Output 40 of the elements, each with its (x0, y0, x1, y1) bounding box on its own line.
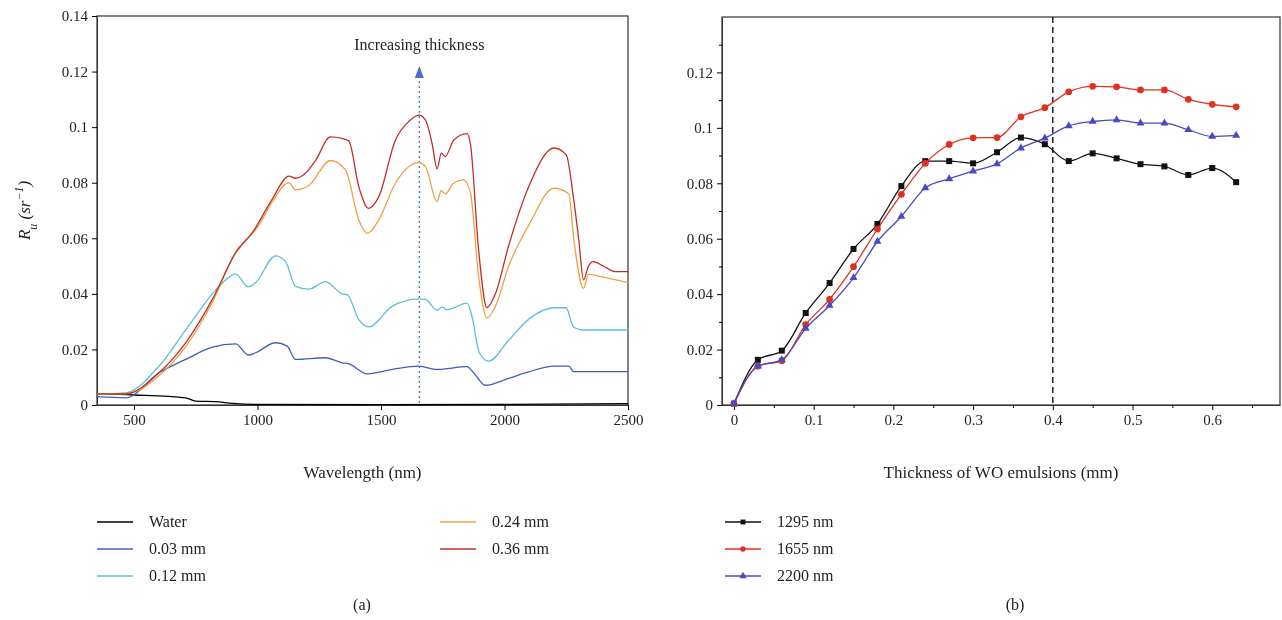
x-tick-label: 0.1 (804, 411, 824, 428)
legend-label: 0.12 mm (149, 567, 207, 584)
ref-line-label: Increasing thickness (354, 36, 485, 54)
x-tick-label: 1500 (366, 411, 397, 428)
x-axis-title: Wavelength (nm) (303, 463, 422, 482)
y-tick-label: 0.14 (61, 8, 89, 25)
legend-label: 1295 nm (777, 513, 834, 530)
legend-label: 0.36 mm (492, 540, 550, 557)
y-tick-label: 0.02 (686, 341, 713, 358)
y-tick-label: 0.04 (686, 286, 714, 303)
x-tick-label: 2500 (613, 411, 644, 428)
x-tick-label: 0.6 (1203, 411, 1223, 428)
y-tick-label: 0.1 (694, 120, 713, 137)
legend-label: 0.24 mm (492, 513, 550, 530)
x-tick-label: 0.3 (964, 411, 983, 428)
x-tick-label: 500 (123, 411, 146, 428)
x-tick-label: 0.2 (884, 411, 904, 428)
y-tick-label: 0.1 (69, 119, 88, 136)
y-tick-label: 0.08 (686, 175, 713, 192)
x-tick-label: 0.5 (1123, 411, 1143, 428)
x-axis-title: Thickness of WO emulsions (mm) (883, 463, 1119, 482)
x-tick-label: 0.4 (1043, 411, 1064, 428)
y-tick-label: 0.12 (686, 64, 713, 81)
y-tick-label: 0.02 (61, 341, 88, 358)
legend-label: 1655 nm (777, 540, 834, 557)
legend-label: 0.03 mm (149, 540, 207, 557)
y-tick-label: 0.04 (61, 286, 89, 303)
y-tick-label: 0.08 (61, 175, 88, 192)
y-tick-label: 0 (80, 397, 88, 414)
text: (a) (353, 596, 371, 614)
y-tick-label: 0.12 (61, 63, 88, 80)
legend-label: 2200 nm (777, 567, 834, 584)
x-tick-label: 1000 (243, 411, 274, 428)
y-tick-label: 0 (705, 397, 713, 414)
y-tick-label: 0.06 (61, 230, 89, 247)
y-tick-label: 0.06 (686, 231, 714, 248)
text: (b) (1005, 596, 1025, 614)
x-tick-label: 0 (730, 411, 739, 428)
legend-label: Water (149, 513, 188, 530)
x-tick-label: 2000 (490, 411, 521, 428)
